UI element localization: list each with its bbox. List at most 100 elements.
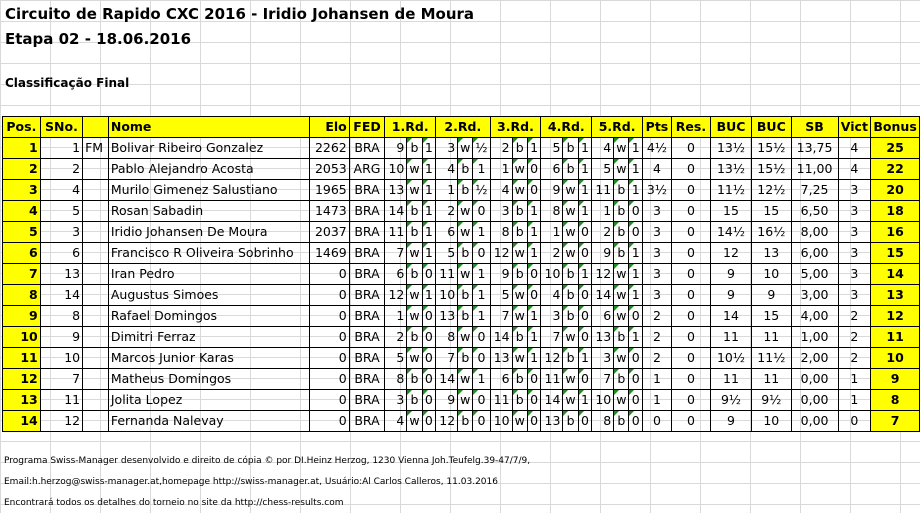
position-cell: 8: [2, 284, 41, 306]
round-result-cell: 1: [472, 284, 491, 306]
round-opponent-cell: 5: [540, 137, 564, 159]
sonneborn-berger-cell: 13,75: [790, 137, 839, 159]
round-color-cell: b: [457, 410, 474, 432]
round-color-cell: w: [457, 137, 474, 159]
sonneborn-berger-cell: 8,00: [790, 221, 839, 243]
table-row: 2 2 Pablo Alejandro Acosta 2053 ARG 10 w 1 4 b 1 1 w…: [2, 158, 920, 180]
buchholz-total-cell: 11: [751, 326, 792, 348]
start-number-cell: 7: [39, 368, 84, 390]
round-result-cell: 0: [526, 368, 542, 390]
buchholz-total-cell: 12½: [751, 179, 792, 201]
federation-cell: BRA: [348, 179, 386, 201]
table-row: 9 8 Rafael Domingos 0 BRA 1 w 0 13 b 1 7 w 1 3 b 0 6 w 0 2 0 1…: [2, 305, 920, 327]
round-result-cell: 0: [526, 410, 542, 432]
sonneborn-berger-cell: 1,00: [790, 326, 839, 348]
round-color-cell: b: [406, 389, 423, 411]
header-elo: Elo: [308, 116, 350, 138]
round-color-cell: b: [457, 347, 474, 369]
round-color-cell: b: [406, 263, 423, 285]
round-result-cell: 1: [526, 242, 542, 264]
round-result-cell: 1: [472, 263, 491, 285]
round-opponent-cell: 2: [591, 221, 615, 243]
start-number-cell: 13: [39, 263, 84, 285]
start-number-cell: 6: [39, 242, 84, 264]
start-number-cell: 3: [39, 221, 84, 243]
buchholz-cell: 14: [709, 305, 753, 327]
round-opponent-cell: 13: [489, 347, 513, 369]
res-cell: 0: [670, 389, 711, 411]
player-name-cell: Fernanda Nalevay: [107, 410, 310, 432]
buchholz-total-cell: 9½: [751, 389, 792, 411]
position-cell: 2: [2, 158, 41, 180]
buchholz-total-cell: 15: [751, 305, 792, 327]
sonneborn-berger-cell: 2,00: [790, 347, 839, 369]
position-cell: 13: [2, 389, 41, 411]
round-color-cell: b: [562, 410, 579, 432]
round-result-cell: 1: [526, 326, 542, 348]
buchholz-cell: 9½: [709, 389, 753, 411]
position-cell: 3: [2, 179, 41, 201]
round-result-cell: ½: [472, 137, 491, 159]
standings-body: 1 1 FM Bolivar Ribeiro Gonzalez 2262 BRA 9 b 1 3 w…: [2, 137, 920, 432]
res-cell: 0: [670, 200, 711, 222]
points-cell: 0: [642, 410, 672, 432]
classification-subtitle: Classificação Final: [5, 76, 130, 90]
header-title-blank: [82, 116, 109, 138]
buchholz-cell: 9: [709, 410, 753, 432]
round-color-cell: w: [562, 389, 579, 411]
stage-title: Etapa 02 - 18.06.2016: [5, 30, 192, 48]
round-color-cell: w: [457, 389, 474, 411]
round-result-cell: 1: [421, 200, 437, 222]
header-buc-2: BUC: [751, 116, 792, 138]
round-result-cell: 1: [577, 347, 593, 369]
table-row: 12 7 Matheus Domingos 0 BRA 8 b 0 14 w 1 6 b 0 11 w 0 7 b 0…: [2, 368, 920, 390]
player-title-cell: [82, 326, 109, 348]
round-opponent-cell: 9: [591, 242, 615, 264]
round-result-cell: 0: [526, 263, 542, 285]
round-color-cell: w: [406, 158, 423, 180]
player-name-cell: Francisco R Oliveira Sobrinho: [107, 242, 310, 264]
round-opponent-cell: 2: [540, 242, 564, 264]
header-bonus: Bonus: [870, 116, 920, 138]
round-result-cell: 1: [577, 389, 593, 411]
round-opponent-cell: 7: [591, 368, 615, 390]
round-opponent-cell: 1: [435, 179, 459, 201]
federation-cell: BRA: [348, 410, 386, 432]
round-opponent-cell: 12: [489, 242, 513, 264]
victories-cell: 1: [837, 368, 872, 390]
round-color-cell: w: [457, 200, 474, 222]
round-opponent-cell: 6: [489, 368, 513, 390]
header-round-2: 2.Rd.: [435, 116, 491, 138]
buchholz-cell: 13½: [709, 158, 753, 180]
round-opponent-cell: 9: [540, 179, 564, 201]
start-number-cell: 14: [39, 284, 84, 306]
bonus-cell: 22: [870, 158, 920, 180]
round-result-cell: 1: [577, 137, 593, 159]
round-color-cell: b: [511, 263, 528, 285]
round-result-cell: 0: [421, 326, 437, 348]
round-color-cell: w: [613, 158, 630, 180]
round-opponent-cell: 11: [435, 263, 459, 285]
round-result-cell: 1: [526, 305, 542, 327]
buchholz-cell: 14½: [709, 221, 753, 243]
round-opponent-cell: 6: [384, 263, 408, 285]
round-color-cell: b: [613, 368, 630, 390]
victories-cell: 3: [837, 200, 872, 222]
round-color-cell: b: [457, 305, 474, 327]
round-color-cell: w: [406, 242, 423, 264]
elo-cell: 0: [308, 389, 350, 411]
elo-cell: 0: [308, 284, 350, 306]
round-opponent-cell: 7: [384, 242, 408, 264]
round-result-cell: 1: [526, 137, 542, 159]
header-round-4: 4.Rd.: [540, 116, 593, 138]
victories-cell: 0: [837, 410, 872, 432]
round-result-cell: 0: [577, 410, 593, 432]
round-color-cell: w: [406, 284, 423, 306]
player-title-cell: [82, 158, 109, 180]
buchholz-total-cell: 10: [751, 410, 792, 432]
header-pos: Pos.: [2, 116, 41, 138]
table-row: 8 14 Augustus Simoes 0 BRA 12 w 1 10 b 1 5 w 0 4 b 0 14 w 1…: [2, 284, 920, 306]
round-color-cell: b: [511, 389, 528, 411]
round-opponent-cell: 13: [384, 179, 408, 201]
res-cell: 0: [670, 284, 711, 306]
